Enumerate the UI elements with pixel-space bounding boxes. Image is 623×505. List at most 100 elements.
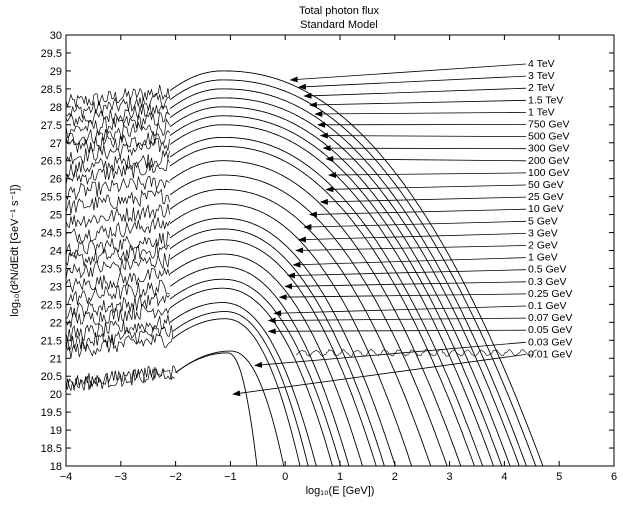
series-arrow <box>233 354 526 394</box>
y-tick-label: 26.5 <box>41 156 62 168</box>
series-label: 0.03 GeV <box>528 336 572 348</box>
series-label: 4 TeV <box>528 58 555 70</box>
series-line <box>170 240 378 474</box>
y-tick-label: 30 <box>50 30 62 42</box>
series-label: 0.07 GeV <box>528 312 572 324</box>
y-tick-label: 18 <box>50 461 62 473</box>
series-label: 10 GeV <box>528 203 564 215</box>
x-tick-label: 3 <box>447 471 453 483</box>
series-line <box>170 80 539 476</box>
series-arrow <box>321 136 526 137</box>
y-tick-label: 21 <box>50 353 62 365</box>
series-line <box>170 125 497 475</box>
series-label: 0.01 GeV <box>528 348 572 360</box>
series-arrow <box>285 282 526 287</box>
series-noise <box>66 304 170 327</box>
y-tick-label: 26 <box>50 174 62 186</box>
series-label: 3 TeV <box>528 70 555 82</box>
series-label: 1 GeV <box>528 252 558 264</box>
series-noise <box>66 217 170 242</box>
y-tick-label: 24 <box>50 246 62 258</box>
x-tick-label: 0 <box>282 471 288 483</box>
series-line <box>176 353 258 473</box>
y-tick-label: 23 <box>50 281 62 293</box>
series-line <box>170 175 450 473</box>
series-arrow <box>326 159 526 161</box>
x-axis-label: log₁₀(E [GeV]) <box>306 485 375 497</box>
series-label: 2 TeV <box>528 82 555 94</box>
series-label: 0.05 GeV <box>528 324 572 336</box>
y-tick-label: 19.5 <box>41 407 62 419</box>
x-tick-label: −3 <box>115 471 128 483</box>
y-tick-label: 21.5 <box>41 335 62 347</box>
series-label: 3 GeV <box>528 227 558 239</box>
series-line <box>170 107 513 475</box>
series-label: 50 GeV <box>528 179 564 191</box>
series-label: 100 GeV <box>528 167 569 179</box>
series-label: 0.1 GeV <box>528 300 567 312</box>
y-tick-label: 27.5 <box>41 120 62 132</box>
series-label: 750 GeV <box>528 119 569 131</box>
series-line <box>170 146 477 473</box>
series-line <box>170 267 351 474</box>
series-arrow <box>329 173 526 175</box>
y-tick-label: 23.5 <box>41 263 62 275</box>
series-line <box>173 312 310 474</box>
y-tick-label: 22 <box>50 317 62 329</box>
series-line <box>173 319 302 476</box>
series-arrow <box>310 100 526 105</box>
series-arrow <box>321 197 526 202</box>
series-label: 1 TeV <box>528 106 555 118</box>
series-line <box>170 71 546 475</box>
y-tick-label: 29 <box>50 66 62 78</box>
y-tick-label: 25.5 <box>41 192 62 204</box>
series-label: 500 GeV <box>528 131 569 143</box>
series-label: 25 GeV <box>528 191 564 203</box>
series-arrow <box>299 76 526 87</box>
y-tick-label: 29.5 <box>41 48 62 60</box>
series-noise <box>66 85 170 108</box>
series-label: 200 GeV <box>528 155 569 167</box>
x-tick-label: 4 <box>501 471 507 483</box>
plot-area <box>66 71 546 476</box>
series-noise <box>66 268 170 291</box>
y-tick-label: 19 <box>50 425 62 437</box>
series-label: 0.3 GeV <box>528 276 567 288</box>
y-tick-label: 18.5 <box>41 443 62 455</box>
series-line <box>178 351 285 476</box>
x-tick-label: −2 <box>169 471 182 483</box>
series-noise <box>66 150 170 176</box>
series-label: 2 GeV <box>528 240 558 252</box>
series-label: 5 GeV <box>528 215 558 227</box>
series-noise <box>66 367 175 391</box>
series-arrow <box>304 88 526 96</box>
series-label: 300 GeV <box>528 143 569 155</box>
chart-subtitle: Standard Model <box>300 19 378 31</box>
series-arrow <box>310 209 526 214</box>
x-tick-label: 6 <box>611 471 617 483</box>
x-tick-label: −1 <box>224 471 237 483</box>
series-noise <box>66 243 170 267</box>
y-tick-label: 25 <box>50 210 62 222</box>
y-tick-label: 24.5 <box>41 228 62 240</box>
y-tick-label: 28 <box>50 102 62 114</box>
chart-title: Total photon flux <box>299 5 380 17</box>
series-line <box>170 98 523 476</box>
y-tick-label: 20.5 <box>41 371 62 383</box>
y-tick-label: 28.5 <box>41 84 62 96</box>
series-arrow <box>280 294 526 297</box>
series-label: 0.5 GeV <box>528 264 567 276</box>
x-tick-label: 5 <box>556 471 562 483</box>
series-line <box>170 279 343 475</box>
series-arrow <box>324 148 526 149</box>
series-noise <box>66 103 170 126</box>
y-tick-label: 20 <box>50 389 62 401</box>
series-arrow <box>293 258 526 265</box>
series-label: 1.5 TeV <box>528 94 563 106</box>
y-tick-label: 27 <box>50 138 62 150</box>
y-axis-label: log₁₀(d²N/dEdt [GeV⁻¹ s⁻¹]) <box>9 184 21 316</box>
y-tick-label: 22.5 <box>41 299 62 311</box>
series-arrow <box>315 112 526 114</box>
